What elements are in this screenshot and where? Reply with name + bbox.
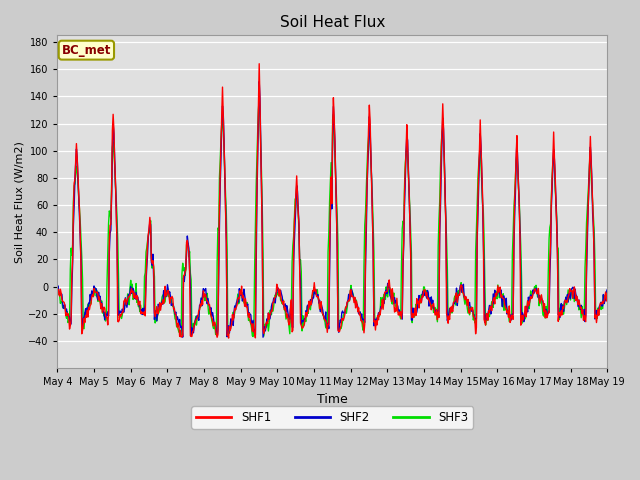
Title: Soil Heat Flux: Soil Heat Flux (280, 15, 385, 30)
X-axis label: Time: Time (317, 393, 348, 406)
SHF1 (225, 335, 232, 341)
SHF1 (54, 288, 61, 293)
SHF3 (120, 306, 128, 312)
SHF2 (255, 79, 263, 84)
SHF1 (63, 312, 71, 318)
SHF1 (604, 291, 611, 297)
SHF3 (63, 309, 71, 314)
Line: SHF1: SHF1 (58, 64, 607, 338)
SHF2 (63, 311, 71, 317)
SHF2 (401, 201, 408, 207)
SHF1 (176, 334, 184, 339)
Legend: SHF1, SHF2, SHF3: SHF1, SHF2, SHF3 (191, 407, 473, 429)
SHF2 (120, 309, 128, 315)
SHF2 (604, 287, 611, 293)
SHF3 (417, 294, 424, 300)
SHF3 (401, 183, 408, 189)
SHF2 (176, 316, 184, 322)
SHF3 (255, 94, 263, 99)
Line: SHF2: SHF2 (58, 82, 607, 337)
SHF3 (604, 291, 611, 297)
Y-axis label: Soil Heat Flux (W/m2): Soil Heat Flux (W/m2) (15, 141, 25, 263)
SHF2 (205, 301, 212, 307)
SHF3 (205, 311, 212, 317)
SHF3 (176, 329, 184, 335)
Line: SHF3: SHF3 (58, 96, 607, 336)
SHF1 (205, 302, 212, 308)
SHF1 (417, 297, 424, 302)
SHF1 (255, 61, 263, 67)
SHF3 (54, 287, 61, 293)
SHF2 (259, 334, 267, 340)
SHF1 (401, 191, 408, 196)
SHF2 (54, 285, 61, 291)
Text: BC_met: BC_met (61, 44, 111, 57)
SHF2 (417, 298, 424, 303)
SHF3 (249, 334, 257, 339)
SHF1 (120, 298, 128, 304)
